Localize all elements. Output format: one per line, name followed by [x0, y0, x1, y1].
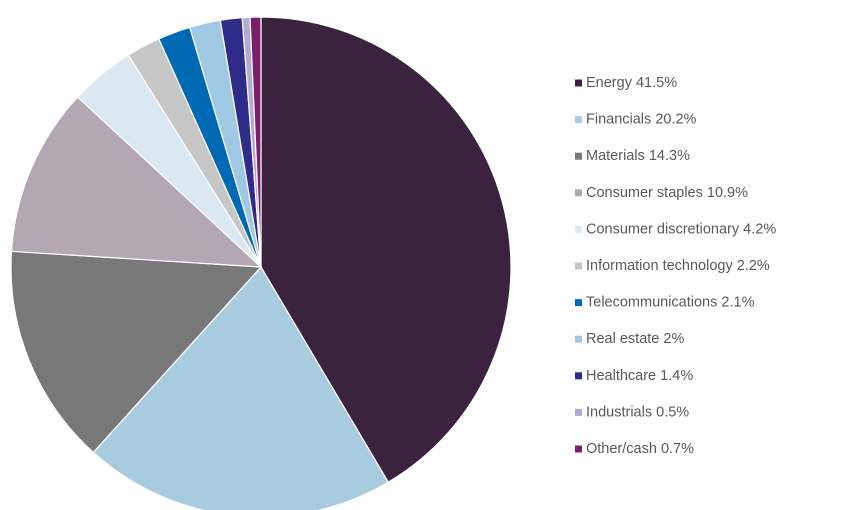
legend-name: Financials: [586, 111, 651, 127]
pie-slice: [10, 96, 263, 268]
legend-name: Consumer discretionary: [586, 221, 740, 237]
legend-value: 2%: [663, 331, 684, 347]
legend-value: 0.7%: [661, 441, 694, 457]
legend-name: Energy: [586, 75, 633, 91]
legend-label: Telecommunications 2.1%: [586, 294, 755, 310]
legend-name: Information technology: [586, 258, 733, 274]
legend-label: Materials 14.3%: [586, 148, 690, 164]
pie-slice: [260, 16, 512, 484]
legend-value: 4.2%: [743, 221, 776, 237]
pie-slice: [92, 265, 390, 510]
pie-slice: [249, 16, 262, 268]
legend-label: Information technology 2.2%: [586, 258, 770, 274]
legend-name: Materials: [586, 148, 645, 164]
legend-swatch: [575, 116, 582, 124]
legend-swatch: [575, 152, 582, 160]
legend-name: Industrials: [586, 404, 652, 420]
legend-swatch: [575, 79, 582, 87]
legend-swatch: [575, 262, 582, 270]
legend-value: 14.3%: [649, 148, 690, 164]
pie-slice: [10, 250, 263, 454]
legend-label: Healthcare 1.4%: [586, 368, 693, 384]
legend-swatch: [575, 189, 582, 197]
legend-value: 1.4%: [660, 368, 693, 384]
legend-label: Real estate 2%: [586, 331, 684, 347]
legend-swatch: [575, 408, 582, 416]
legend-value: 41.5%: [636, 75, 677, 91]
legend-label: Industrials 0.5%: [586, 404, 689, 420]
legend-label: Consumer staples 10.9%: [586, 185, 748, 201]
legend-label: Consumer discretionary 4.2%: [586, 221, 776, 237]
legend-value: 0.5%: [656, 404, 689, 420]
legend-value: 2.1%: [721, 294, 754, 310]
legend-swatch: [575, 445, 582, 453]
legend-label: Financials 20.2%: [586, 111, 697, 127]
legend-value: 10.9%: [707, 185, 748, 201]
legend-swatch: [575, 225, 582, 233]
legend-value: 2.2%: [737, 258, 770, 274]
legend-name: Other/cash: [586, 441, 657, 457]
legend-name: Telecommunications: [586, 294, 717, 310]
legend-value: 20.2%: [655, 111, 696, 127]
legend-name: Real estate: [586, 331, 659, 347]
legend-name: Healthcare: [586, 368, 656, 384]
legend-swatch: [575, 299, 582, 307]
legend-name: Consumer staples: [586, 185, 703, 201]
legend-label: Energy 41.5%: [586, 75, 677, 91]
legend-swatch: [575, 372, 582, 380]
legend-label: Other/cash 0.7%: [586, 441, 694, 457]
legend-swatch: [575, 335, 582, 343]
